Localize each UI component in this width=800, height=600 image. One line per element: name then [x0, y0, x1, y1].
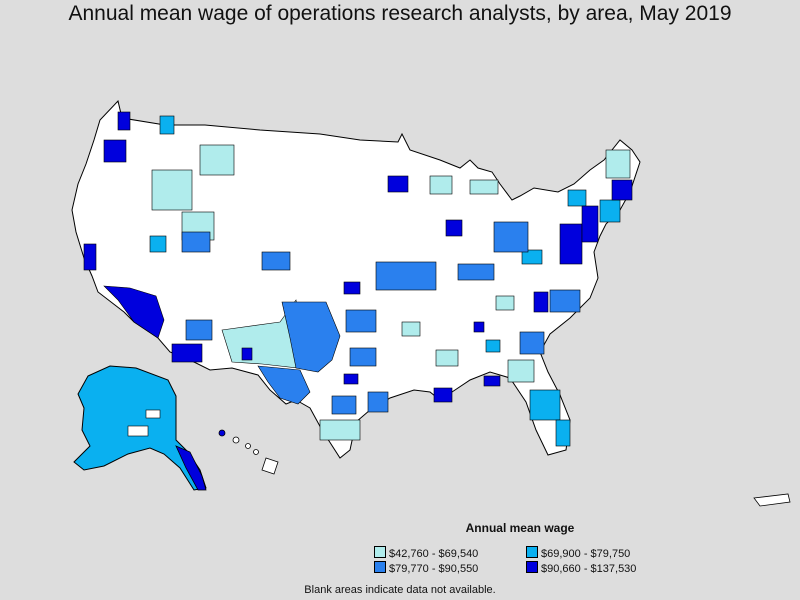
legend-title: Annual mean wage [465, 521, 575, 535]
wage-areas-mid [149, 115, 621, 447]
alaska-patch-white [145, 409, 161, 419]
alaska-panhandle [175, 445, 207, 491]
wage-areas-high [83, 111, 633, 403]
legend-swatch-4 [526, 561, 538, 573]
map-title: Annual mean wage of operations research … [68, 2, 732, 25]
legend-swatch-1 [374, 546, 386, 558]
legend-label-2: $69,900 - $79,750 [541, 548, 631, 560]
legend-label-3: $79,770 - $90,550 [389, 563, 479, 575]
wage-areas-light [151, 144, 631, 441]
legend-swatch-3 [374, 561, 386, 573]
legend-swatch-2 [526, 546, 538, 558]
legend-item-1: $42,760 - $69,540 [374, 546, 478, 560]
legend-item-2: $69,900 - $79,750 [526, 546, 630, 560]
legend-label-1: $42,760 - $69,540 [389, 548, 479, 560]
alaska-patch-white-2 [127, 425, 149, 437]
puerto-rico-shape [753, 493, 791, 507]
legend-item-3: $79,770 - $90,550 [374, 561, 478, 575]
legend-item-4: $90,660 - $137,530 [526, 561, 636, 575]
legend-label-4: $90,660 - $137,530 [541, 563, 637, 575]
footnote: Blank areas indicate data not available. [304, 584, 496, 596]
wage-areas-upper [181, 221, 581, 415]
hawaii-islands [218, 429, 279, 475]
